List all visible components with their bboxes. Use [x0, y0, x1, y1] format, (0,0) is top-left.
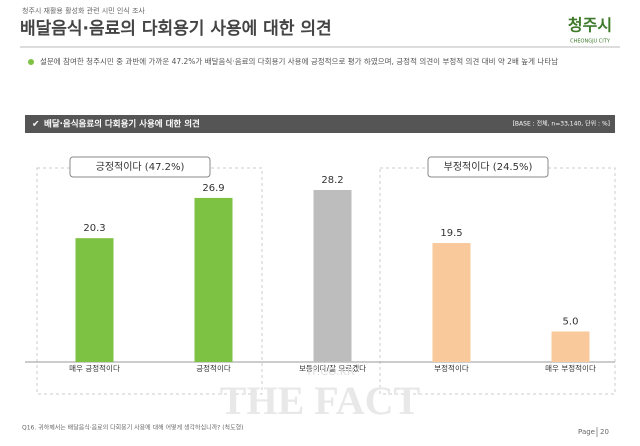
watermark: THE FACT: [220, 378, 421, 423]
group-label: 긍정적이다 (47.2%): [96, 161, 185, 173]
category-label: 매우 긍정적이다: [69, 363, 120, 373]
group-label: 부정적이다 (24.5%): [444, 161, 533, 173]
chart-subtitle: [BASE : 전체, n=33,140, 단위 : %]: [513, 120, 610, 128]
logo-sub: CHEONGJU CITY: [570, 39, 611, 45]
bar: [551, 331, 590, 362]
value-label: 26.9: [202, 183, 224, 194]
group-label-box: [427, 156, 549, 178]
logo: 청주시: [568, 16, 612, 35]
bar: [194, 197, 233, 362]
chart-header: [25, 115, 615, 133]
group-box: [36, 167, 263, 395]
bar: [75, 238, 114, 362]
value-label: 28.2: [321, 175, 343, 186]
summary: 설문에 참여한 청주시민 중 과반에 가까운 47.2%가 배달음식·음료의 다…: [40, 56, 558, 66]
bullet: [28, 59, 34, 65]
watermark-site: TF.CO.KR: [304, 365, 354, 378]
group-box: [379, 167, 616, 395]
value-label: 5.0: [563, 317, 579, 328]
page-label: Page: [578, 428, 595, 436]
bar: [432, 243, 471, 362]
page-number: 20: [600, 428, 609, 436]
value-label: 19.5: [440, 228, 462, 239]
chart-title: 배달·음식음료의 다회용기 사용에 대한 의견: [44, 119, 200, 130]
category-label: 부정적이다: [434, 363, 469, 373]
value-label: 20.3: [83, 223, 105, 234]
group-label-box: [69, 156, 211, 178]
survey-name: 청주시 재활용 활성화 관련 시민 인식 조사: [22, 6, 145, 15]
slide-title: 배달음식·음료의 다회용기 사용에 대한 의견: [20, 18, 332, 39]
category-label: 긍정적이다: [196, 363, 231, 373]
category-label: 매우 부정적이다: [545, 363, 596, 373]
footnote: Q16. 귀하께서는 배달음식·음료의 다회용기 사용에 대해 어떻게 생각하십…: [22, 424, 243, 432]
bar: [313, 189, 352, 362]
category-label: 보통이다/잘 모르겠다: [299, 363, 366, 373]
check: ✔: [32, 120, 40, 130]
